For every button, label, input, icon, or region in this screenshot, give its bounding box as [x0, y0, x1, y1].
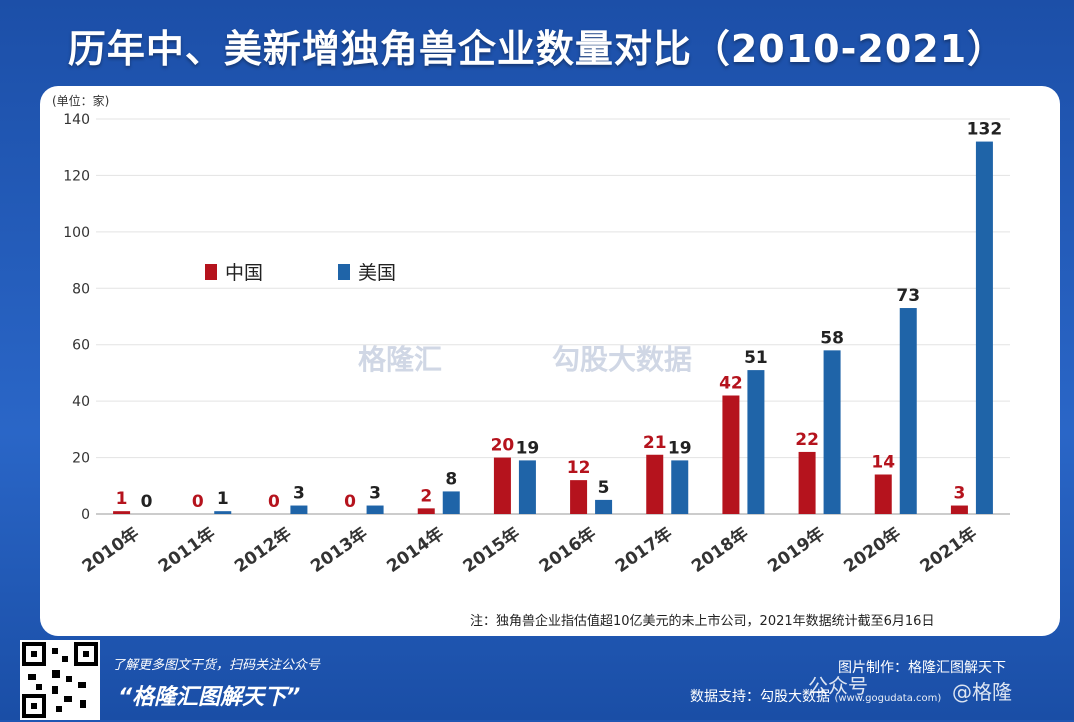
- data-label-usa: 19: [516, 438, 540, 458]
- data-label-usa: 58: [820, 328, 844, 348]
- bar-usa: [976, 142, 993, 514]
- data-label-china: 1: [116, 489, 128, 509]
- bar-usa: [747, 370, 764, 514]
- y-tick-label: 120: [63, 168, 90, 184]
- bar-china: [951, 506, 968, 514]
- x-tick-label: 2016年: [535, 523, 600, 577]
- data-label-usa: 19: [668, 438, 692, 458]
- data-label-usa: 1: [217, 489, 229, 509]
- footnote: 注：独角兽企业指估值超10亿美元的未上市公司，2021年数据统计截至6月16日: [470, 610, 934, 629]
- x-tick-label: 2015年: [459, 523, 524, 577]
- bar-usa: [443, 491, 460, 514]
- footer-brand: “格隆汇图解天下”: [118, 679, 300, 711]
- x-tick-label: 2013年: [307, 523, 372, 577]
- data-label-usa: 73: [896, 286, 920, 306]
- legend-label-china: 中国: [225, 262, 263, 284]
- data-label-china: 2: [420, 486, 432, 506]
- data-label-china: 21: [643, 433, 667, 453]
- bar-china: [646, 455, 663, 514]
- bar-usa: [671, 460, 688, 514]
- qr-code[interactable]: [20, 640, 100, 720]
- bar-china: [494, 458, 511, 514]
- y-tick-label: 20: [72, 451, 90, 467]
- y-tick-label: 40: [72, 394, 90, 410]
- watermark-wechat: 公众号: [808, 670, 868, 699]
- data-label-usa: 5: [598, 478, 610, 498]
- bar-usa: [290, 506, 307, 514]
- bar-usa: [367, 506, 384, 514]
- y-tick-label: 0: [81, 507, 90, 523]
- watermark-weibo: @格隆: [952, 676, 1012, 705]
- x-tick-label: 2017年: [611, 523, 676, 577]
- data-label-usa: 132: [967, 120, 1003, 140]
- data-label-usa: 51: [744, 348, 768, 368]
- data-label-usa: 3: [293, 484, 305, 504]
- bar-usa: [519, 460, 536, 514]
- x-tick-label: 2021年: [916, 523, 981, 577]
- footer-promo: 了解更多图文干货，扫码关注公众号: [112, 654, 320, 673]
- bar-china: [799, 452, 816, 514]
- bar-usa: [824, 350, 841, 514]
- y-tick-label: 80: [72, 281, 90, 297]
- data-label-china: 3: [953, 484, 965, 504]
- data-label-china: 42: [719, 374, 743, 394]
- y-tick-label: 100: [63, 225, 90, 241]
- x-tick-label: 2011年: [154, 523, 219, 577]
- bar-china: [570, 480, 587, 514]
- x-tick-label: 2018年: [688, 523, 753, 577]
- bar-usa: [214, 511, 231, 514]
- bar-china: [722, 396, 739, 515]
- bar-usa: [595, 500, 612, 514]
- y-tick-label: 140: [63, 112, 90, 128]
- x-tick-label: 2010年: [78, 523, 143, 577]
- x-tick-label: 2012年: [231, 523, 296, 577]
- data-label-china: 0: [344, 492, 356, 512]
- data-label-china: 0: [192, 492, 204, 512]
- y-tick-label: 60: [72, 338, 90, 354]
- x-tick-label: 2019年: [764, 523, 829, 577]
- bar-china: [113, 511, 130, 514]
- data-label-china: 12: [567, 458, 591, 478]
- data-label-usa: 0: [141, 492, 153, 512]
- legend-label-usa: 美国: [358, 262, 396, 284]
- data-label-china: 14: [871, 453, 895, 473]
- legend-swatch-china: [205, 264, 217, 280]
- bar-china: [418, 508, 435, 514]
- data-label-china: 22: [795, 430, 819, 450]
- data-label-china: 0: [268, 492, 280, 512]
- data-label-china: 20: [491, 436, 515, 456]
- qr-code-icon: [22, 642, 98, 718]
- data-label-usa: 3: [369, 484, 381, 504]
- bar-china: [875, 475, 892, 515]
- legend-swatch-usa: [338, 264, 350, 280]
- data-label-usa: 8: [445, 469, 457, 489]
- x-tick-label: 2014年: [383, 523, 448, 577]
- x-tick-label: 2020年: [840, 523, 905, 577]
- bar-usa: [900, 308, 917, 514]
